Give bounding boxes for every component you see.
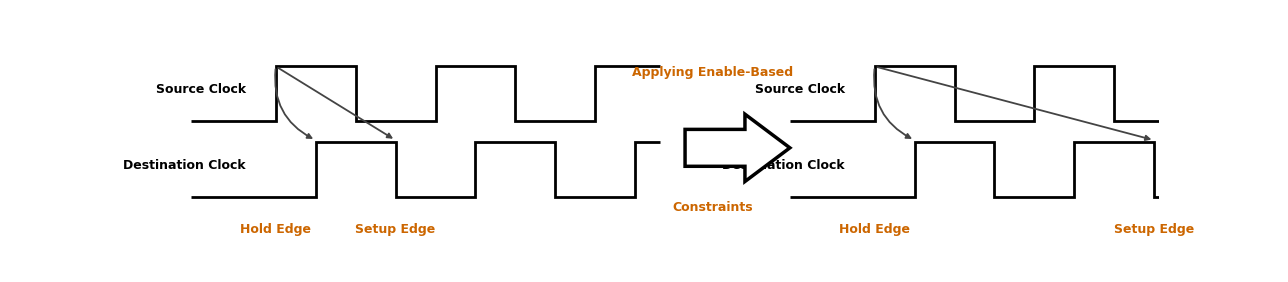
Text: Hold Edge: Hold Edge: [241, 223, 312, 236]
Text: Destination Clock: Destination Clock: [124, 159, 246, 172]
Text: Hold Edge: Hold Edge: [840, 223, 911, 236]
Text: Setup Edge: Setup Edge: [355, 223, 435, 236]
Text: Destination Clock: Destination Clock: [723, 159, 845, 172]
Text: Source Clock: Source Clock: [755, 83, 845, 96]
Polygon shape: [685, 114, 790, 182]
Text: Applying Enable-Based: Applying Enable-Based: [632, 67, 793, 80]
Text: Setup Edge: Setup Edge: [1114, 223, 1194, 236]
Text: Constraints: Constraints: [672, 201, 752, 214]
Text: Source Clock: Source Clock: [156, 83, 246, 96]
